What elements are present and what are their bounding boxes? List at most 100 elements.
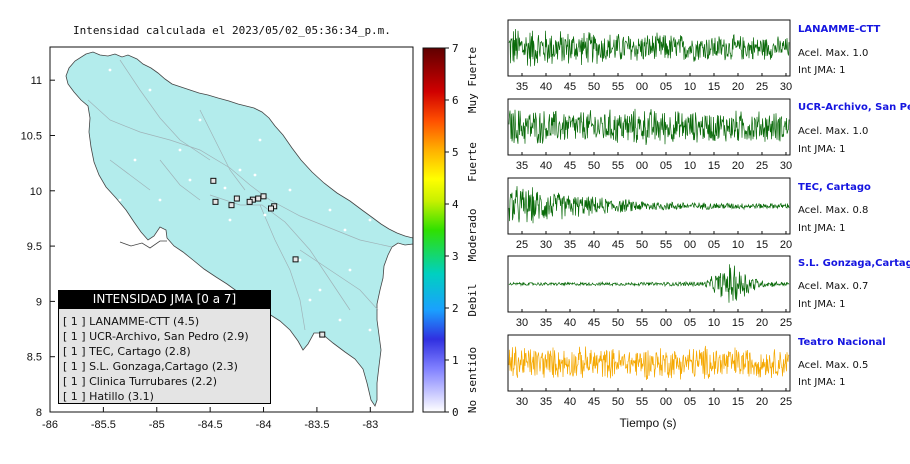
station-int-3: Int JMA: 1 <box>798 223 846 234</box>
road-line-4 <box>259 204 306 331</box>
station-marker-6 <box>212 198 219 205</box>
trace-3-xtick-label-5: 55 <box>636 317 648 329</box>
trace-3-xtick-label-4: 50 <box>612 317 624 329</box>
legend-item-tec: [ 1 ] TEC, Cartago (2.8) <box>63 345 191 358</box>
trace-2-xtick-label-1: 30 <box>540 239 552 251</box>
trace-4-xtick-label-5: 55 <box>636 396 648 408</box>
colorbar-level-label-0: Muy Fuerte <box>466 47 479 113</box>
town-dot-16 <box>238 168 242 172</box>
town-dot-7 <box>343 228 347 232</box>
colorbar-level-label-1: Fuerte <box>466 142 479 182</box>
colorbar-tick-label-4: 3 <box>452 250 459 263</box>
station-name-2: UCR-Archivo, San Pedro <box>798 102 910 113</box>
town-dot-0 <box>108 68 112 72</box>
map-ytick-label-0: 11 <box>31 75 42 87</box>
station-marker-0 <box>255 195 262 202</box>
map-ytick-label-3: 9.5 <box>27 241 42 253</box>
map-ytick-label-1: 10.5 <box>21 130 42 142</box>
trace-4-xtick-label-11: 25 <box>780 396 792 408</box>
station-int-5: Int JMA: 1 <box>798 377 846 388</box>
colorbar-tick-label-6: 1 <box>452 354 459 367</box>
trace-2-xtick-label-6: 55 <box>660 239 672 251</box>
road-line-5 <box>199 109 246 191</box>
trace-3-xtick-label-11: 25 <box>780 317 792 329</box>
map-ytick-label-6: 8 <box>36 407 42 419</box>
station-marker-9 <box>210 177 217 184</box>
trace-2-xtick-label-5: 50 <box>636 239 648 251</box>
station-name-4: S.L. Gonzaga,Cartago <box>798 258 910 269</box>
trace-2-xtick-label-2: 35 <box>564 239 576 251</box>
road-line-1 <box>119 59 211 161</box>
map-ytick-label-5: 8.5 <box>27 352 42 364</box>
road-line-7 <box>299 249 379 311</box>
trace-2-xtick-label-4: 45 <box>612 239 624 251</box>
town-dot-24 <box>178 148 182 152</box>
colorbar-level-label-4: No sentido <box>466 347 479 413</box>
colorbar-tick-label-3: 4 <box>452 198 459 211</box>
town-dot-4 <box>258 138 262 142</box>
map-xtick-label-3: -84.5 <box>198 419 223 431</box>
town-dot-10 <box>318 288 322 292</box>
map-xtick-label-5: -83.5 <box>304 419 329 431</box>
road-line-8 <box>109 159 151 191</box>
town-dot-21 <box>368 328 372 332</box>
trace-2-xtick-label-10: 15 <box>756 239 768 251</box>
station-accel-3: Acel. Max. 0.8 <box>798 205 869 216</box>
map-xtick-label-6: -83 <box>362 419 378 431</box>
trace-4-xtick-label-10: 20 <box>756 396 768 408</box>
trace-3-xtick-label-6: 00 <box>660 317 672 329</box>
map-frame <box>49 46 414 413</box>
station-name-5: Teatro Nacional <box>798 337 886 348</box>
trace-3-xtick-label-9: 15 <box>732 317 744 329</box>
station-marker-10 <box>292 256 299 263</box>
trace-1-xtick-label-1: 40 <box>540 160 552 172</box>
trace-0-xtick-label-10: 25 <box>756 81 768 93</box>
trace-0-xtick-label-5: 00 <box>636 81 648 93</box>
road-line-0 <box>87 99 251 186</box>
trace-0-xtick-label-2: 45 <box>564 81 576 93</box>
trace-1-xtick-label-11: 30 <box>780 160 792 172</box>
trace-4-xtick-label-8: 10 <box>708 396 720 408</box>
road-line-3 <box>209 194 351 311</box>
town-dot-8 <box>368 218 372 222</box>
legend-item-lanamme: [ 1 ] LANAMME-CTT (4.5) <box>63 315 200 328</box>
town-dot-5 <box>288 188 292 192</box>
town-dot-22 <box>308 298 312 302</box>
colorbar-level-label-2: Moderado <box>466 209 479 262</box>
station-marker-8 <box>228 202 235 209</box>
town-dot-1 <box>148 88 152 92</box>
trace-0-xtick-label-3: 50 <box>588 81 600 93</box>
trace-2-xtick-label-9: 10 <box>732 239 744 251</box>
station-marker-3 <box>268 205 275 212</box>
station-accel-5: Acel. Max. 0.5 <box>798 360 869 371</box>
colorbar-level-label-3: Debil <box>466 283 479 316</box>
map-xtick-label-2: -85 <box>149 419 165 431</box>
trace-0-xtick-label-9: 20 <box>732 81 744 93</box>
colorbar-tick-label-0: 7 <box>452 42 459 55</box>
trace-3-xtick-label-1: 35 <box>540 317 552 329</box>
trace-1-xtick-label-6: 05 <box>660 160 672 172</box>
trace-3-xtick-label-7: 05 <box>684 317 696 329</box>
station-accel-4: Acel. Max. 0.7 <box>798 281 869 292</box>
trace-1-xtick-label-10: 25 <box>756 160 768 172</box>
seismogram-trace-4 <box>508 345 790 381</box>
legend-item-turrubares: [ 1 ] Clinica Turrubares (2.2) <box>63 375 218 388</box>
town-dot-14 <box>188 178 192 182</box>
legend-box: [ 1 ] LANAMME-CTT (4.5) [ 1 ] UCR-Archiv… <box>58 308 271 404</box>
legend-item-gonzaga: [ 1 ] S.L. Gonzaga,Cartago (2.3) <box>63 360 238 373</box>
seismogram-trace-1 <box>508 108 790 146</box>
trace-4-xtick-label-9: 15 <box>732 396 744 408</box>
trace-2-xtick-label-8: 05 <box>708 239 720 251</box>
trace-2-xtick-label-3: 40 <box>588 239 600 251</box>
station-int-4: Int JMA: 1 <box>798 299 846 310</box>
trace-1-xtick-label-8: 15 <box>708 160 720 172</box>
map-xtick-label-4: -84 <box>256 419 272 431</box>
station-int-1: Int JMA: 1 <box>798 65 846 76</box>
colorbar-tick-label-2: 5 <box>452 146 459 159</box>
trace-1-xtick-label-2: 45 <box>564 160 576 172</box>
trace-3-xtick-label-2: 40 <box>564 317 576 329</box>
colorbar-tick-label-1: 6 <box>452 94 459 107</box>
town-dot-13 <box>228 218 232 222</box>
trace-0-xtick-label-0: 35 <box>516 81 528 93</box>
